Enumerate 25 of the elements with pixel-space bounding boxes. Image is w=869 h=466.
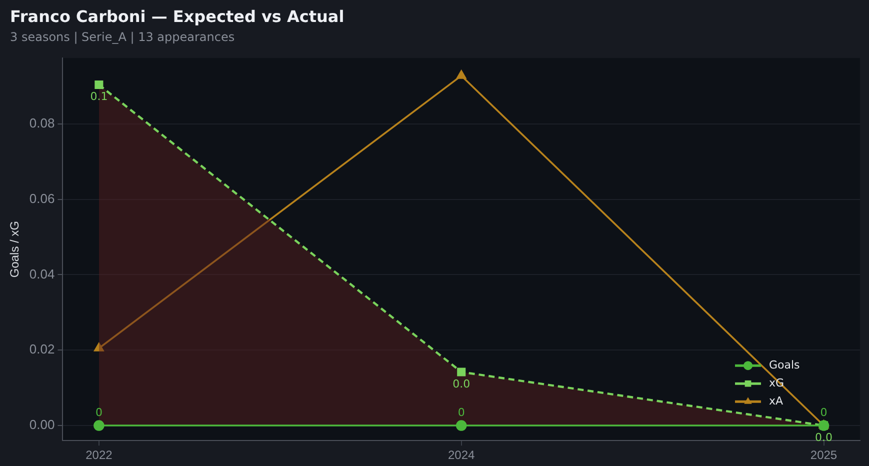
point: [456, 420, 467, 431]
legend-label: xA: [769, 394, 784, 408]
chart-subtitle: 3 seasons | Serie_A | 13 appearances: [10, 30, 235, 44]
y-tick-label: 0.08: [29, 116, 55, 131]
point: [457, 368, 466, 376]
y-axis-title: Goals / xG: [8, 220, 22, 278]
point: [94, 420, 104, 431]
y-tick-label: 0.06: [29, 190, 55, 206]
chart-title: Franco Carboni — Expected vs Actual: [10, 7, 344, 26]
y-tick-label: 0.04: [29, 266, 55, 282]
y-tick-label: 0.00: [29, 417, 55, 432]
x-tick-label: 2025: [810, 448, 838, 462]
legend-label: Goals: [769, 358, 800, 372]
x-tick-label: 2024: [448, 448, 476, 462]
point: [94, 80, 104, 90]
point: [94, 342, 104, 352]
data-label: 0.1: [90, 90, 108, 104]
x-tick-label: 2022: [86, 448, 113, 462]
y-tick-label: 0.02: [29, 342, 55, 357]
data-label: 0.0: [815, 430, 833, 444]
data-label: 0: [458, 406, 465, 419]
data-label: 0: [820, 406, 828, 419]
data-label: 0: [95, 406, 102, 419]
data-label: 0.0: [452, 377, 470, 390]
point: [456, 70, 466, 79]
